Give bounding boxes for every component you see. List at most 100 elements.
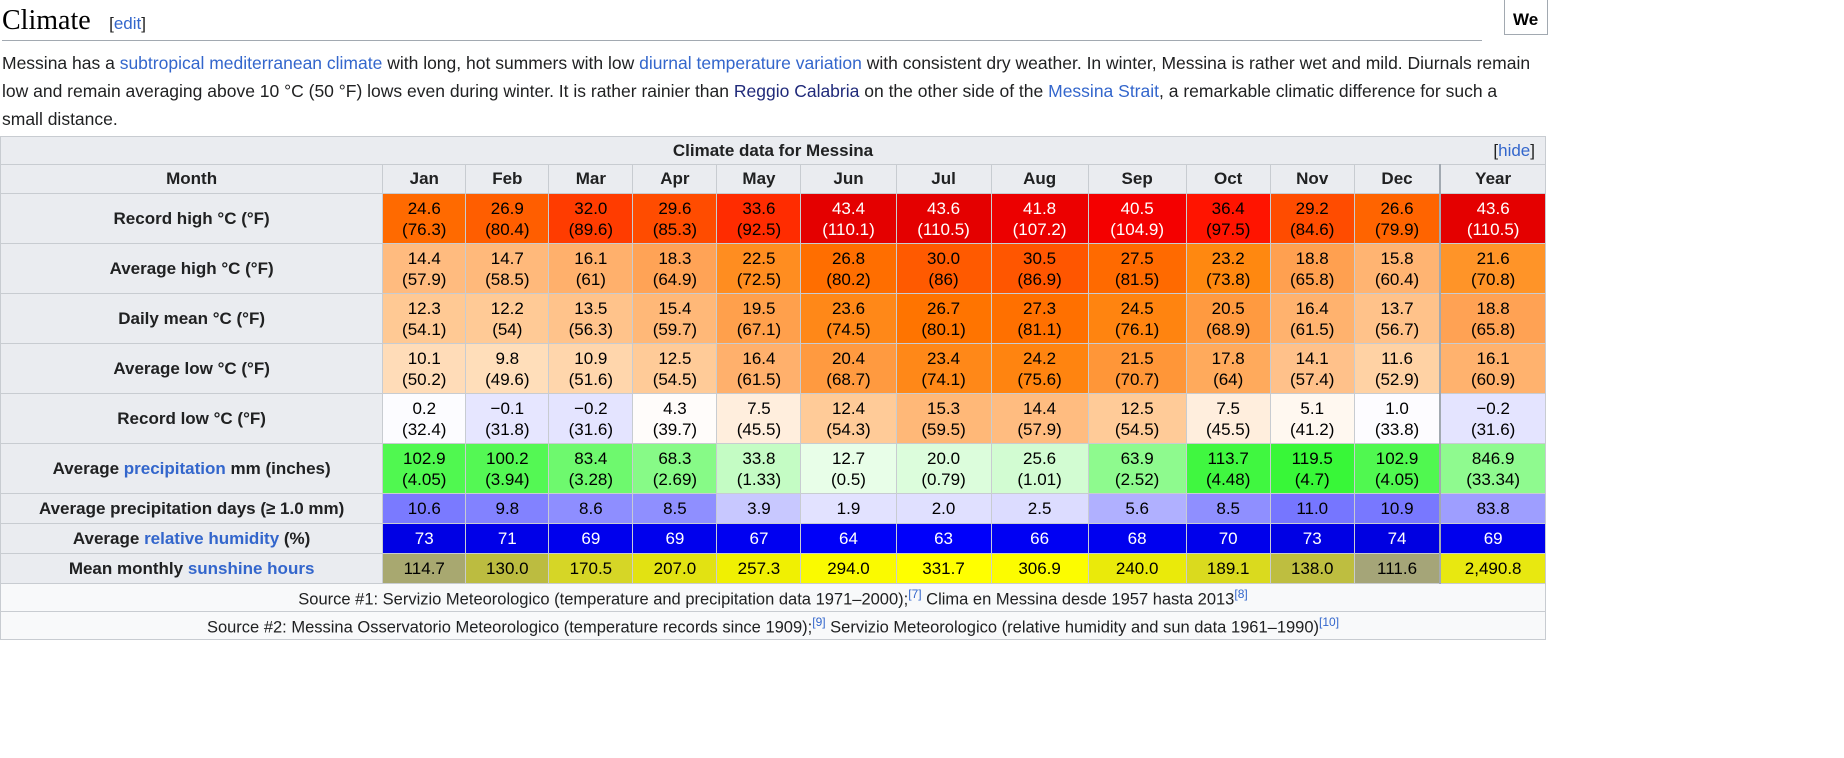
cell-value: 23.2 [1211,248,1245,268]
cell-value: 73 [1302,528,1322,548]
edit-link[interactable]: edit [113,14,142,33]
data-cell: 1.9 [800,493,897,524]
data-cell: 68 [1087,523,1187,554]
month-header: Month [0,164,384,194]
data-cell: 130.0 [465,553,550,584]
link-reggio-calabria[interactable]: Reggio Calabria [733,81,860,101]
cell-value: 1.0 [1385,398,1409,418]
data-cell: 207.0 [632,553,718,584]
cell-value-alt: (76.1) [1114,319,1160,339]
data-cell: 26.6 (79.9) [1353,193,1441,244]
data-cell: 43.6 (110.5) [1439,193,1547,244]
month-header-sep: Sep [1087,164,1187,194]
cell-value-alt: (49.6) [485,369,530,389]
row-label: Average relative humidity (%) [0,523,384,554]
cell-value: 170.5 [569,558,613,578]
cell-value: 20.5 [1211,298,1245,318]
link-messina-strait[interactable]: Messina Strait [1048,81,1159,101]
cell-value-alt: (2.69) [652,469,698,489]
data-cell: 8.5 [632,493,718,524]
cell-value-alt: (110.5) [1466,219,1520,239]
data-cell: 13.7 (56.7) [1353,293,1441,344]
cell-value: 20.0 [926,448,961,468]
cell-value: 70 [1218,528,1238,548]
data-cell: 4.3 (39.7) [632,393,718,444]
cell-value: 331.7 [922,558,965,578]
table-row: Average low °C (°F) 10.1 (50.2) 9.8 (49.6) 10… [0,343,1547,394]
cell-value-alt: (67.1) [736,319,782,339]
cell-value: 69 [581,528,601,548]
data-cell: 100.2 (3.94) [465,443,550,494]
data-cell: 24.6 (76.3) [382,193,467,244]
data-cell: 27.5 (81.5) [1087,243,1187,294]
cell-value: 130.0 [486,558,529,578]
data-cell: 8.6 [548,493,634,524]
month-header-mar: Mar [548,164,634,194]
cell-value-alt: (65.8) [1470,319,1516,339]
cell-value-alt: (110.5) [917,219,970,239]
cell-value-alt: (81.1) [1017,319,1062,339]
data-cell: 9.8 (49.6) [465,343,550,394]
row-label: Daily mean °C (°F) [0,293,384,344]
ref-8-link[interactable]: [8] [1234,586,1248,601]
table-row: Daily mean °C (°F) 12.3 (54.1) 12.2 (54) 13.5… [0,293,1547,344]
cell-value-alt: (58.5) [485,269,530,289]
side-infobox-fragment: We [1504,0,1548,35]
ref-9-link[interactable]: [9] [812,614,826,629]
cell-value: 18.3 [658,248,692,268]
cell-value-alt: (80.1) [921,319,966,339]
cell-value: 294.0 [827,558,870,578]
ref-7-link[interactable]: [7] [908,586,922,601]
data-cell: 23.6 (74.5) [800,293,897,344]
data-cell: 33.6 (92.5) [716,193,802,244]
ref-10-link[interactable]: [10] [1319,614,1340,629]
cell-value-alt: (1.33) [736,469,782,489]
row-label-link[interactable]: sunshine hours [187,558,315,578]
table-row: Average precipitation days (≥ 1.0 mm) 10.… [0,493,1547,524]
hide-link[interactable]: hide [1498,141,1531,160]
climate-table: Climate data for Messina [hide] Month Ja… [0,136,1547,640]
cell-value: 68.3 [658,448,692,468]
cell-value-alt: (54.5) [1114,419,1160,439]
month-header-feb: Feb [465,164,550,194]
cell-value: 138.0 [1290,558,1334,578]
section-heading: Climate [edit] [2,2,1482,41]
link-subtropical-mediterranean-climate[interactable]: subtropical mediterranean climate [119,53,383,73]
row-label: Average high °C (°F) [0,243,384,294]
cell-value: 114.7 [403,558,445,578]
row-label-link[interactable]: relative humidity [144,528,280,548]
cell-value: 83.4 [574,448,608,468]
table-row: Average relative humidity (%) 73 71 69 69 67 6… [0,523,1547,554]
data-cell: 33.8 (1.33) [716,443,802,494]
cell-value: 14.4 [1023,398,1057,418]
data-cell: 69 [1439,523,1547,554]
data-cell: 20.0 (0.79) [895,443,992,494]
cell-value: 9.8 [495,348,520,368]
data-cell: 170.5 [548,553,634,584]
row-label-link[interactable]: precipitation [123,459,226,478]
cell-value-alt: (39.7) [652,419,698,439]
cell-value-alt: (4.48) [1205,469,1251,489]
row-label: Average low °C (°F) [0,343,384,394]
data-cell: 240.0 [1087,553,1187,584]
cell-value: 26.6 [1380,198,1414,218]
data-cell: 41.8 (107.2) [990,193,1089,244]
cell-value: 16.1 [574,248,608,268]
cell-value: 66 [1030,528,1050,548]
cell-value: 4.3 [663,398,687,418]
cell-value-alt: (70.7) [1114,369,1160,389]
cell-value-alt: (41.2) [1290,419,1335,439]
cell-value: 8.5 [663,498,687,518]
cell-value: 36.4 [1211,198,1245,218]
cell-value-alt: (65.8) [1290,269,1335,289]
table-row: Average precipitation mm (inches) 102.9 (4… [0,443,1547,494]
cell-value: 207.0 [653,558,697,578]
data-cell: 5.1 (41.2) [1269,393,1355,444]
data-cell: 73 [382,523,467,554]
cell-value: 24.2 [1023,348,1057,368]
cell-value-alt: (79.9) [1374,219,1420,239]
data-cell: 11.0 [1269,493,1355,524]
month-header-jun: Jun [800,164,897,194]
link-diurnal-temperature-variation[interactable]: diurnal temperature variation [639,53,862,73]
data-cell: 68.3 (2.69) [632,443,718,494]
